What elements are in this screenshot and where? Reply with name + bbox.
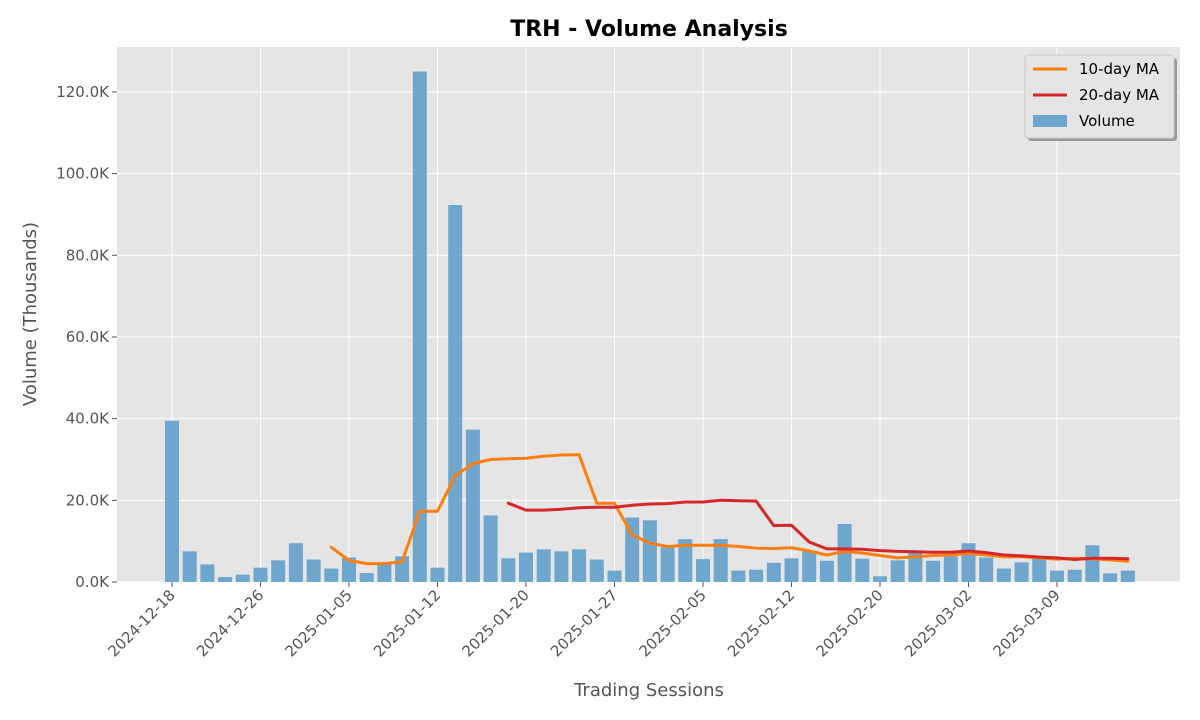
- volume-bar: [200, 564, 215, 582]
- volume-bar: [961, 543, 976, 582]
- legend-label: Volume: [1079, 112, 1135, 130]
- volume-bar: [235, 574, 250, 582]
- volume-bar: [660, 547, 675, 582]
- volume-bar: [766, 562, 781, 582]
- volume-bar: [1067, 569, 1082, 582]
- plot-background: [117, 47, 1180, 582]
- x-tick-label: 2024-12-26: [193, 586, 267, 660]
- grid-lines: [117, 47, 1180, 583]
- volume-bar: [501, 558, 516, 582]
- volume-bar: [182, 551, 197, 582]
- chart-title: TRH - Volume Analysis: [510, 17, 788, 42]
- x-axis-label: Trading Sessions: [573, 680, 724, 701]
- volume-bar: [448, 205, 463, 582]
- volume-bar: [1103, 573, 1118, 582]
- y-axis-label: Volume (Thousands): [20, 222, 41, 406]
- volume-bar: [218, 577, 233, 582]
- x-tick-label: 2025-02-12: [724, 586, 798, 660]
- volume-bars: [165, 71, 1135, 582]
- x-tick-label: 2025-01-12: [370, 586, 444, 660]
- volume-bar: [430, 567, 445, 582]
- y-tick-label: 40.0K: [66, 410, 110, 428]
- volume-bar: [271, 560, 286, 582]
- volume-bar: [377, 563, 392, 582]
- volume-bar: [802, 550, 817, 582]
- volume-bar: [819, 560, 834, 582]
- y-tick-label: 120.0K: [56, 83, 110, 101]
- volume-bar: [1050, 570, 1064, 582]
- y-tick-label: 80.0K: [66, 246, 110, 264]
- volume-bar: [890, 560, 905, 582]
- volume-bar: [1032, 558, 1047, 582]
- legend: 10-day MA 20-day MA Volume: [1024, 54, 1177, 141]
- volume-bar: [607, 570, 622, 582]
- legend-swatch: [1033, 115, 1067, 127]
- volume-bar: [625, 517, 640, 582]
- 10-day-ma-line: [329, 453, 1130, 566]
- volume-bar: [1014, 562, 1029, 582]
- x-tick-label: 2025-01-05: [281, 586, 355, 660]
- x-tick-label: 2025-01-20: [458, 586, 532, 660]
- moving-average-lines: [329, 453, 1130, 566]
- volume-bar: [572, 549, 587, 582]
- x-tick-label: 2025-03-09: [989, 586, 1063, 660]
- volume-bar: [837, 524, 852, 582]
- volume-bar: [784, 558, 799, 582]
- volume-bar: [979, 557, 994, 582]
- y-tick-label: 100.0K: [56, 165, 110, 183]
- volume-bar: [731, 570, 746, 582]
- volume-bar: [749, 569, 764, 582]
- volume-bar: [873, 576, 887, 582]
- volume-bar: [908, 553, 923, 582]
- volume-bar: [996, 568, 1011, 582]
- volume-bar: [713, 539, 728, 582]
- x-tick-label: 2025-02-20: [812, 586, 886, 660]
- x-tick-label: 2025-02-05: [635, 586, 709, 660]
- x-tick-label: 2025-01-27: [547, 586, 621, 660]
- volume-bar: [359, 573, 374, 582]
- y-tick-label: 20.0K: [66, 491, 110, 509]
- volume-bar: [943, 556, 958, 582]
- volume-bar: [642, 520, 657, 582]
- legend-label: 10-day MA: [1079, 60, 1160, 78]
- volume-bar: [926, 560, 941, 582]
- volume-bar: [536, 549, 551, 582]
- x-tick-label: 2024-12-18: [104, 586, 178, 660]
- volume-bar: [855, 558, 870, 582]
- volume-bar: [1120, 570, 1135, 582]
- volume-bar: [253, 567, 268, 582]
- volume-bar: [288, 543, 303, 582]
- y-tick-label: 0.0K: [75, 573, 110, 591]
- x-tick-label: 2025-03-02: [901, 586, 975, 660]
- volume-bar: [412, 71, 427, 582]
- volume-bar: [165, 420, 179, 582]
- 20-day-ma-line: [506, 498, 1130, 561]
- volume-bar: [589, 559, 604, 582]
- volume-bar: [678, 539, 693, 582]
- volume-bar: [1085, 545, 1100, 582]
- y-tick-label: 60.0K: [66, 328, 110, 346]
- legend-label: 20-day MA: [1079, 86, 1160, 104]
- volume-bar: [342, 557, 356, 582]
- volume-bar: [483, 515, 498, 582]
- volume-bar: [696, 559, 710, 582]
- volume-bar: [324, 568, 339, 582]
- volume-bar: [554, 551, 569, 582]
- volume-bar: [306, 559, 321, 582]
- volume-bar: [465, 429, 480, 582]
- volume-bar: [519, 552, 533, 582]
